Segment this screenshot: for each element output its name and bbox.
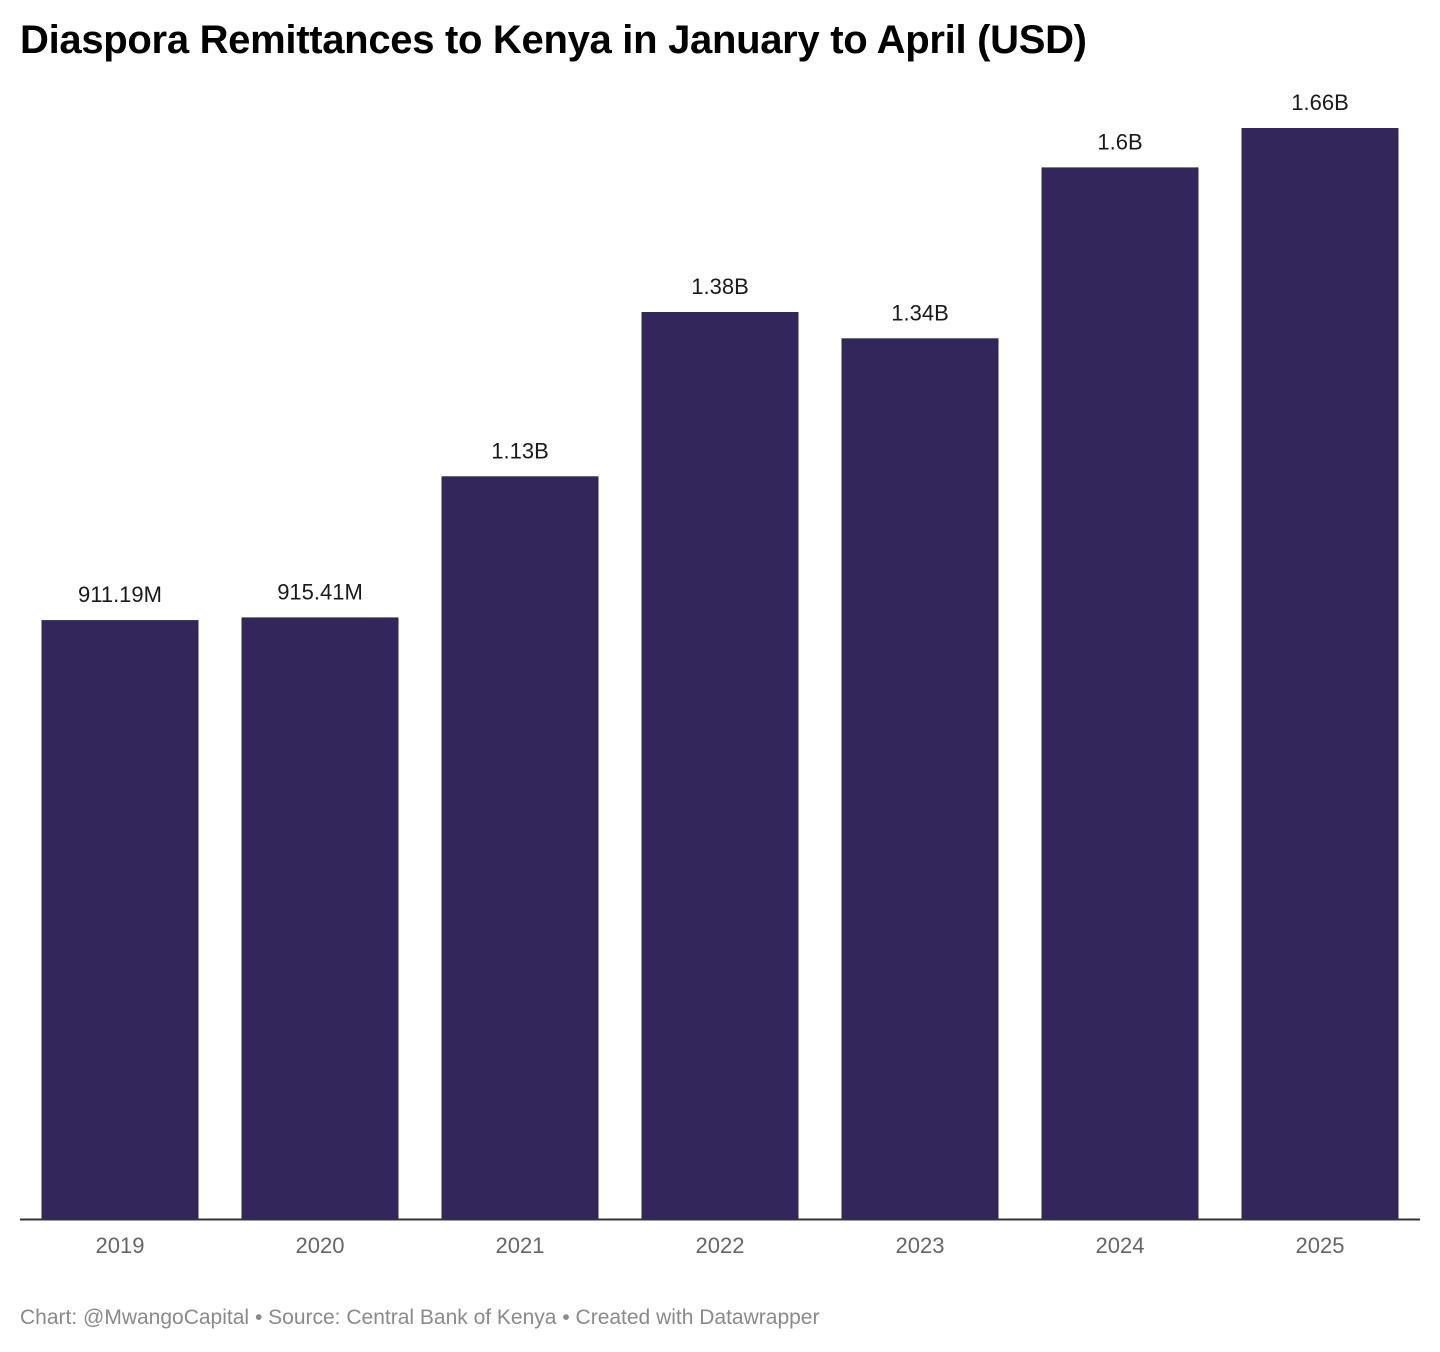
value-label-2022: 1.38B bbox=[691, 274, 749, 299]
bars-layer bbox=[41, 128, 1399, 1219]
value-label-2024: 1.6B bbox=[1097, 129, 1142, 154]
created-with: Created with Datawrapper bbox=[575, 1306, 820, 1329]
bar-chart: 911.19M 915.41M 1.13B 1.38B 1.34B 1.6B 1.66B 2… bbox=[20, 90, 1420, 1258]
value-label-2019: 911.19M bbox=[78, 582, 162, 607]
bar-2024 bbox=[1041, 167, 1199, 1219]
chart-source: Source: Central Bank of Kenya bbox=[268, 1306, 557, 1329]
x-tick-label-2022: 2022 bbox=[696, 1233, 745, 1258]
x-tick-label-2021: 2021 bbox=[496, 1233, 545, 1258]
x-tick-label-2025: 2025 bbox=[1296, 1233, 1345, 1258]
chart-title: Diaspora Remittances to Kenya in January… bbox=[20, 18, 1087, 62]
bar-2023 bbox=[841, 338, 999, 1219]
bar-2022 bbox=[641, 312, 799, 1219]
x-tick-label-2019: 2019 bbox=[96, 1233, 145, 1258]
bar-2021 bbox=[441, 476, 599, 1219]
bar-2025 bbox=[1241, 128, 1399, 1219]
value-labels-layer: 911.19M 915.41M 1.13B 1.38B 1.34B 1.6B 1.66B bbox=[78, 90, 1349, 607]
footer-separator: • bbox=[254, 1306, 263, 1329]
x-tick-label-2024: 2024 bbox=[1096, 1233, 1145, 1258]
value-label-2025: 1.66B bbox=[1291, 90, 1349, 115]
x-tick-label-2023: 2023 bbox=[896, 1233, 945, 1258]
value-label-2021: 1.13B bbox=[491, 438, 549, 463]
value-label-2020: 915.41M bbox=[277, 579, 363, 604]
x-tick-labels-layer: 2019 2020 2021 2022 2023 2024 2025 bbox=[96, 1233, 1345, 1258]
chart-credit: Chart: @MwangoCapital bbox=[20, 1306, 250, 1329]
x-tick-label-2020: 2020 bbox=[296, 1233, 345, 1258]
bar-2019 bbox=[41, 620, 199, 1219]
bar-2020 bbox=[241, 617, 399, 1219]
chart-footer: Chart: @MwangoCapital • Source: Central … bbox=[20, 1306, 819, 1330]
value-label-2023: 1.34B bbox=[891, 300, 949, 325]
footer-separator: • bbox=[562, 1306, 570, 1329]
